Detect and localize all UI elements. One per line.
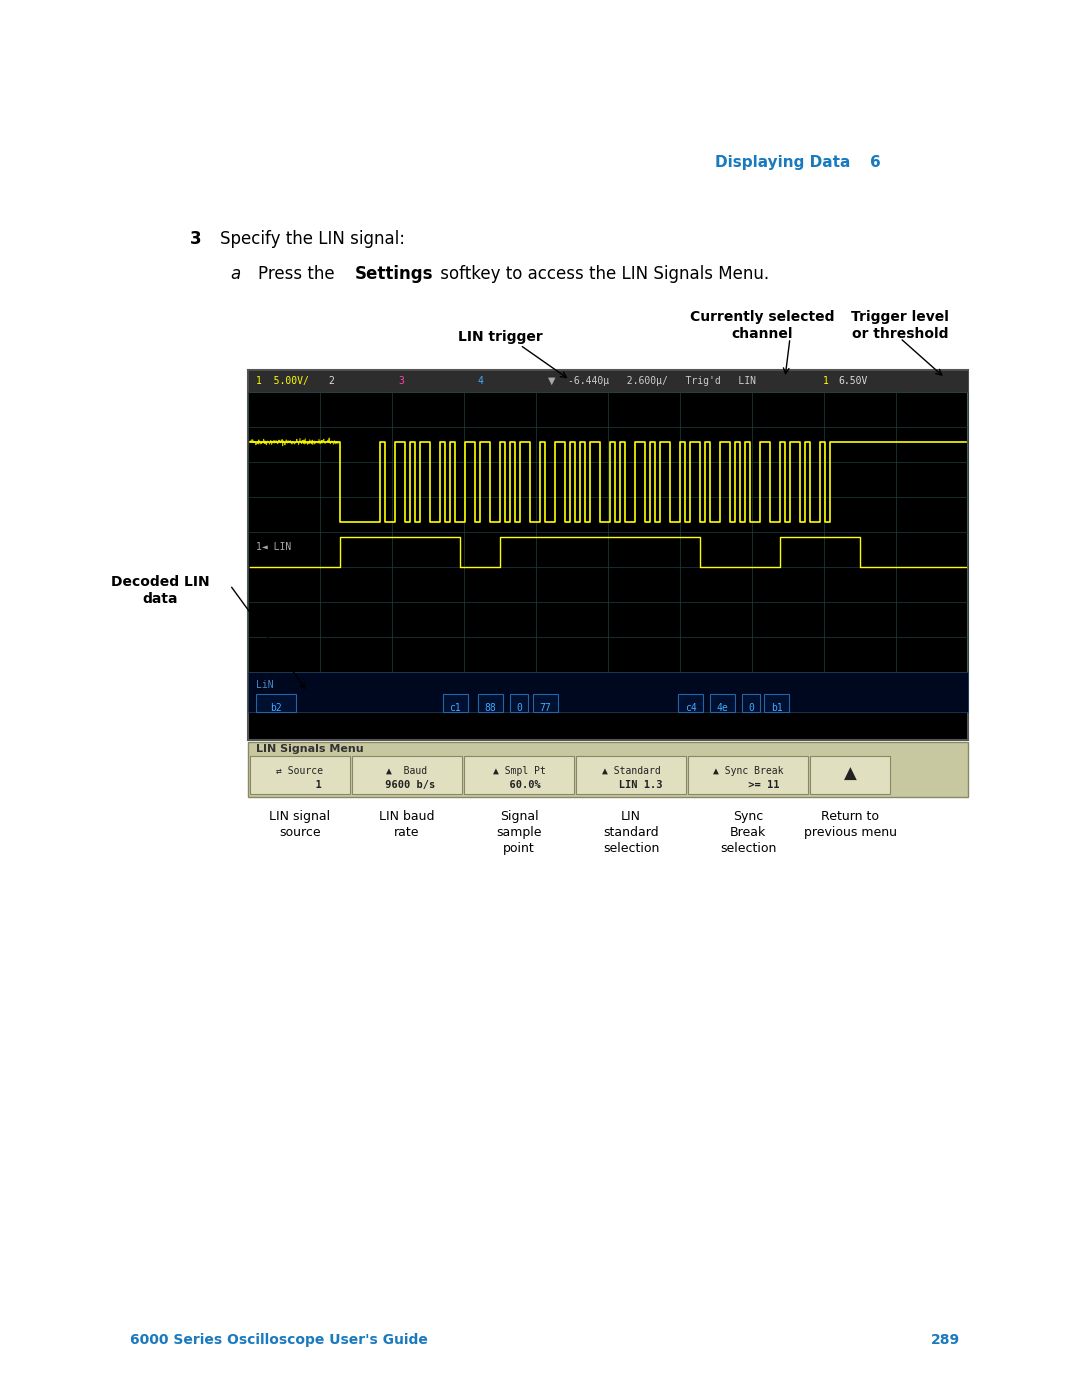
Text: b2: b2 [270, 703, 282, 712]
Bar [678, 694, 703, 712]
Bar [710, 694, 735, 712]
Text: LIN signal
source: LIN signal source [269, 810, 330, 840]
Bar [478, 694, 503, 712]
Text: b1: b1 [771, 703, 782, 712]
Text: 1◄ LIN: 1◄ LIN [256, 542, 292, 552]
Text: 6: 6 [870, 155, 881, 170]
Bar [510, 694, 528, 712]
Text: softkey to access the LIN Signals Menu.: softkey to access the LIN Signals Menu. [435, 265, 769, 284]
Text: -6.440μ   2.600μ/   Trig'd   LIN: -6.440μ 2.600μ/ Trig'd LIN [568, 376, 756, 386]
Bar [443, 694, 468, 712]
Text: ▲: ▲ [843, 766, 856, 782]
Text: c4: c4 [685, 703, 697, 712]
Text: Trigger level
or threshold: Trigger level or threshold [851, 310, 949, 341]
Bar [764, 694, 789, 712]
Text: a: a [230, 265, 240, 284]
Text: Press the: Press the [258, 265, 340, 284]
Text: ▲ Standard: ▲ Standard [602, 766, 660, 775]
Bar [352, 756, 462, 793]
Bar [248, 742, 968, 798]
Text: 6000 Series Oscilloscope User's Guide: 6000 Series Oscilloscope User's Guide [130, 1333, 428, 1347]
Text: 1: 1 [823, 376, 828, 386]
Text: >= 11: >= 11 [717, 780, 780, 789]
Bar [248, 672, 968, 712]
Text: 60.0%: 60.0% [497, 780, 541, 789]
Text: 4e: 4e [717, 703, 728, 712]
Text: Sync
Break
selection: Sync Break selection [719, 810, 777, 855]
Text: 3: 3 [399, 376, 404, 386]
Text: ▲ Smpl Pt: ▲ Smpl Pt [492, 766, 545, 775]
Bar [248, 370, 968, 393]
Text: 289: 289 [931, 1333, 960, 1347]
Text: LIN baud
rate: LIN baud rate [379, 810, 435, 840]
Text: 4: 4 [478, 376, 484, 386]
Text: 6.50V: 6.50V [838, 376, 867, 386]
Bar [248, 370, 968, 740]
Bar [256, 694, 296, 712]
Bar [534, 694, 558, 712]
Text: ▲  Baud: ▲ Baud [387, 766, 428, 775]
Text: ▼: ▼ [548, 376, 555, 386]
Text: c1: c1 [449, 703, 461, 712]
Bar [688, 756, 808, 793]
Text: Specify the LIN signal:: Specify the LIN signal: [220, 231, 405, 249]
Text: 88: 88 [485, 703, 497, 712]
Text: 2: 2 [328, 376, 334, 386]
Text: LiN: LiN [256, 680, 273, 690]
Text: 0: 0 [516, 703, 522, 712]
Text: Return to
previous menu: Return to previous menu [804, 810, 896, 840]
Bar [810, 756, 890, 793]
Text: Decoded LIN
data: Decoded LIN data [110, 576, 210, 606]
Text: 3: 3 [190, 231, 202, 249]
Text: Settings: Settings [355, 265, 433, 284]
Text: LIN
standard
selection: LIN standard selection [603, 810, 659, 855]
Text: LIN Signals Menu: LIN Signals Menu [256, 745, 364, 754]
Bar [249, 756, 350, 793]
Text: 9600 b/s: 9600 b/s [379, 780, 435, 789]
Bar [464, 756, 573, 793]
Text: 1: 1 [279, 780, 322, 789]
Text: Signal
sample
point: Signal sample point [496, 810, 542, 855]
Text: ▲ Sync Break: ▲ Sync Break [713, 766, 783, 775]
Text: 1  5.00V/: 1 5.00V/ [256, 376, 309, 386]
Text: 77: 77 [540, 703, 552, 712]
Text: 0: 0 [748, 703, 754, 712]
Bar [576, 756, 686, 793]
Bar [742, 694, 760, 712]
Text: Currently selected
channel: Currently selected channel [690, 310, 834, 341]
Text: LIN 1.3: LIN 1.3 [599, 780, 662, 789]
Text: Displaying Data: Displaying Data [715, 155, 850, 170]
Text: ⇄ Source: ⇄ Source [276, 766, 324, 775]
Text: LIN trigger: LIN trigger [458, 330, 542, 344]
